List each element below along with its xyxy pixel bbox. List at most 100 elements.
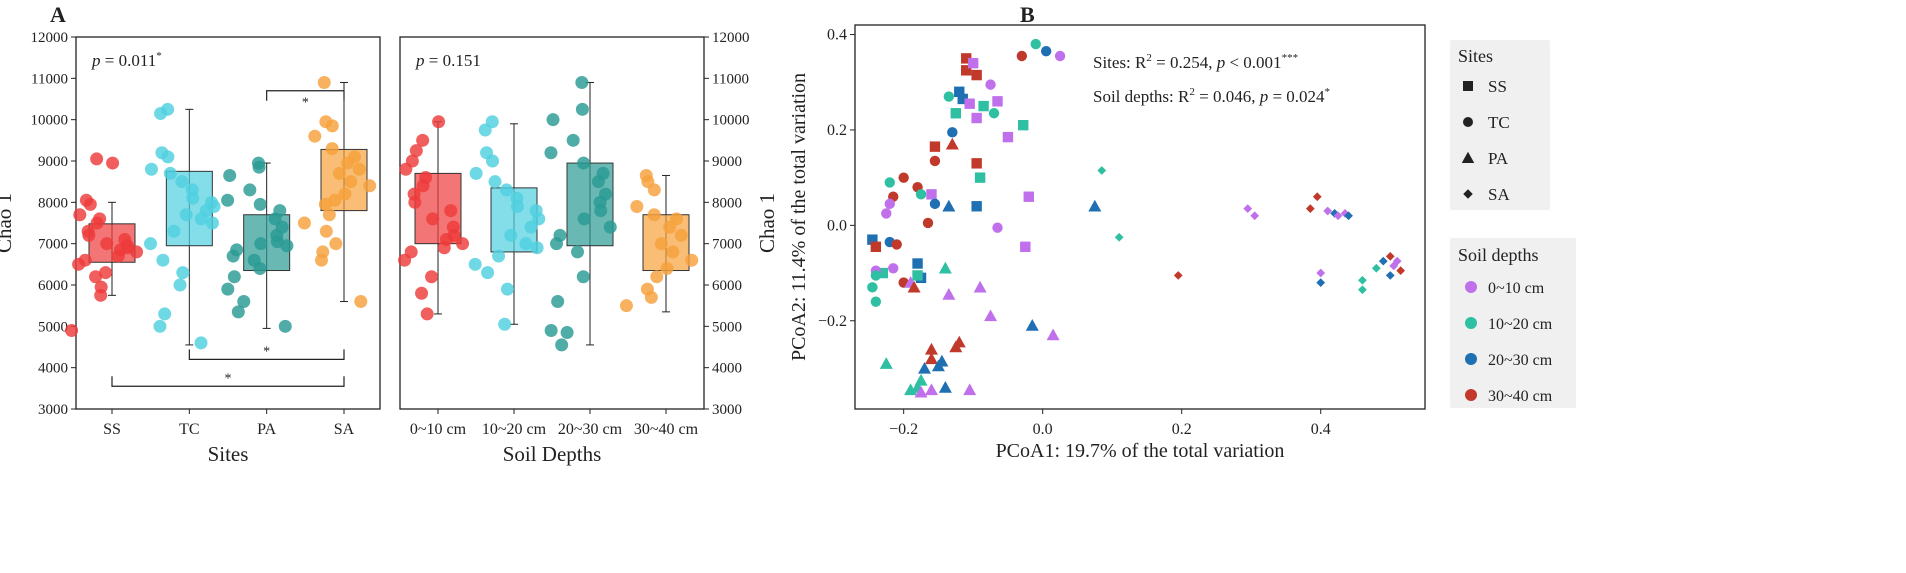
x-tick-label: 10~20 cm [482,421,547,438]
data-point [647,208,661,222]
legend-depth-label: 10~20 cm [1488,316,1553,333]
scatter-point [877,267,889,279]
scatter-point [988,108,1000,119]
significance-bracket [111,376,345,387]
data-point [130,245,144,259]
data-point [325,142,339,156]
legend-sites-label: SA [1488,185,1510,204]
data-point [603,220,617,234]
x-tick-label: 0~10 cm [410,421,467,438]
data-point [322,208,336,222]
data-point [416,133,430,147]
data-point [231,305,245,319]
scatter-point [912,258,923,269]
scatter-point [904,383,918,396]
plot-frame [75,36,381,410]
scatter-point [1250,211,1260,221]
data-point [254,237,268,251]
legend-sites-title: Sites [1458,46,1493,66]
y-tick-label: 3000 [38,402,68,418]
data-point [685,253,699,267]
scatter-point [943,91,955,102]
scatter-point [1173,271,1183,280]
y-tick-label: 3000 [712,402,742,418]
legend-sites-bg [1450,40,1550,210]
y-tick-label: 5000 [712,319,742,335]
scatter-point [929,155,941,167]
data-point [398,253,412,267]
y-tick-label: 9000 [712,154,742,170]
data-point [630,199,644,213]
scatter-point [924,342,938,355]
data-point [154,106,168,120]
scatter-point [898,172,909,183]
x-axis-label: Soil Depths [503,442,602,466]
data-point [650,270,664,284]
scatter-point [964,98,975,109]
y-tick-label: 6000 [712,278,742,294]
data-point [253,197,267,211]
significance-star: * [225,371,232,386]
annotation-sites: Sites: R2 = 0.254, p < 0.001*** [1093,52,1298,72]
y-tick-label: 12000 [712,30,750,46]
data-point [416,179,430,193]
y-tick-label: 11000 [712,71,749,87]
scatter-point [884,198,895,210]
y-tick-label: 8000 [38,195,68,211]
scatter-point [974,172,986,183]
data-point [420,307,434,321]
data-point [90,216,104,230]
scatter-point [1040,46,1052,57]
data-point [329,237,343,251]
panel-a-label: A [50,2,66,27]
data-point [647,183,661,197]
data-point [167,224,181,238]
y-axis-label: PCoA2: 11.4% of the total variation [788,73,810,361]
data-point [500,282,514,296]
data-point [226,249,240,263]
scatter-point [971,201,982,212]
data-point [492,249,506,263]
data-point [500,183,514,197]
x-tick-label: SS [103,421,121,438]
scatter-point [915,189,927,200]
data-point [426,212,440,226]
data-point [90,152,104,166]
data-point [352,162,366,176]
data-point [314,253,328,267]
annot-p: p [1216,53,1226,72]
scatter-point [884,177,895,188]
y-tick-label: 8000 [712,195,742,211]
data-point [179,208,193,222]
data-point [243,183,257,197]
scatter-point [912,270,923,281]
y-tick-label: 9000 [38,154,68,170]
data-point [577,156,591,170]
legend-marker [1463,117,1473,127]
data-point [576,270,590,284]
legend-marker [1465,281,1477,293]
data-point [354,295,368,309]
data-point [221,282,235,296]
panel-a-depths: 3000 4000 5000 6000 7000 8000 9000 10000 11000 12… [398,30,779,466]
annot-sup: 2 [1146,52,1152,64]
data-point [549,237,563,251]
data-point [619,299,633,313]
scatter-point [992,222,1003,233]
data-point [409,144,423,158]
scatter-point [1316,268,1326,278]
y-tick-label: 11000 [31,71,68,87]
data-point [486,154,500,168]
data-point [72,257,86,271]
annot-sup: 2 [1189,86,1195,98]
annot-star: *** [1282,52,1299,64]
data-point [444,204,458,218]
scatter-point [1016,50,1028,62]
p-star: * [156,50,162,62]
scatter-point [1018,119,1029,131]
annot-part: Sites: R [1093,53,1147,72]
scatter-point [922,217,934,229]
y-tick-label: 7000 [712,237,742,253]
data-point [278,319,292,333]
scatter-point [1323,206,1333,216]
